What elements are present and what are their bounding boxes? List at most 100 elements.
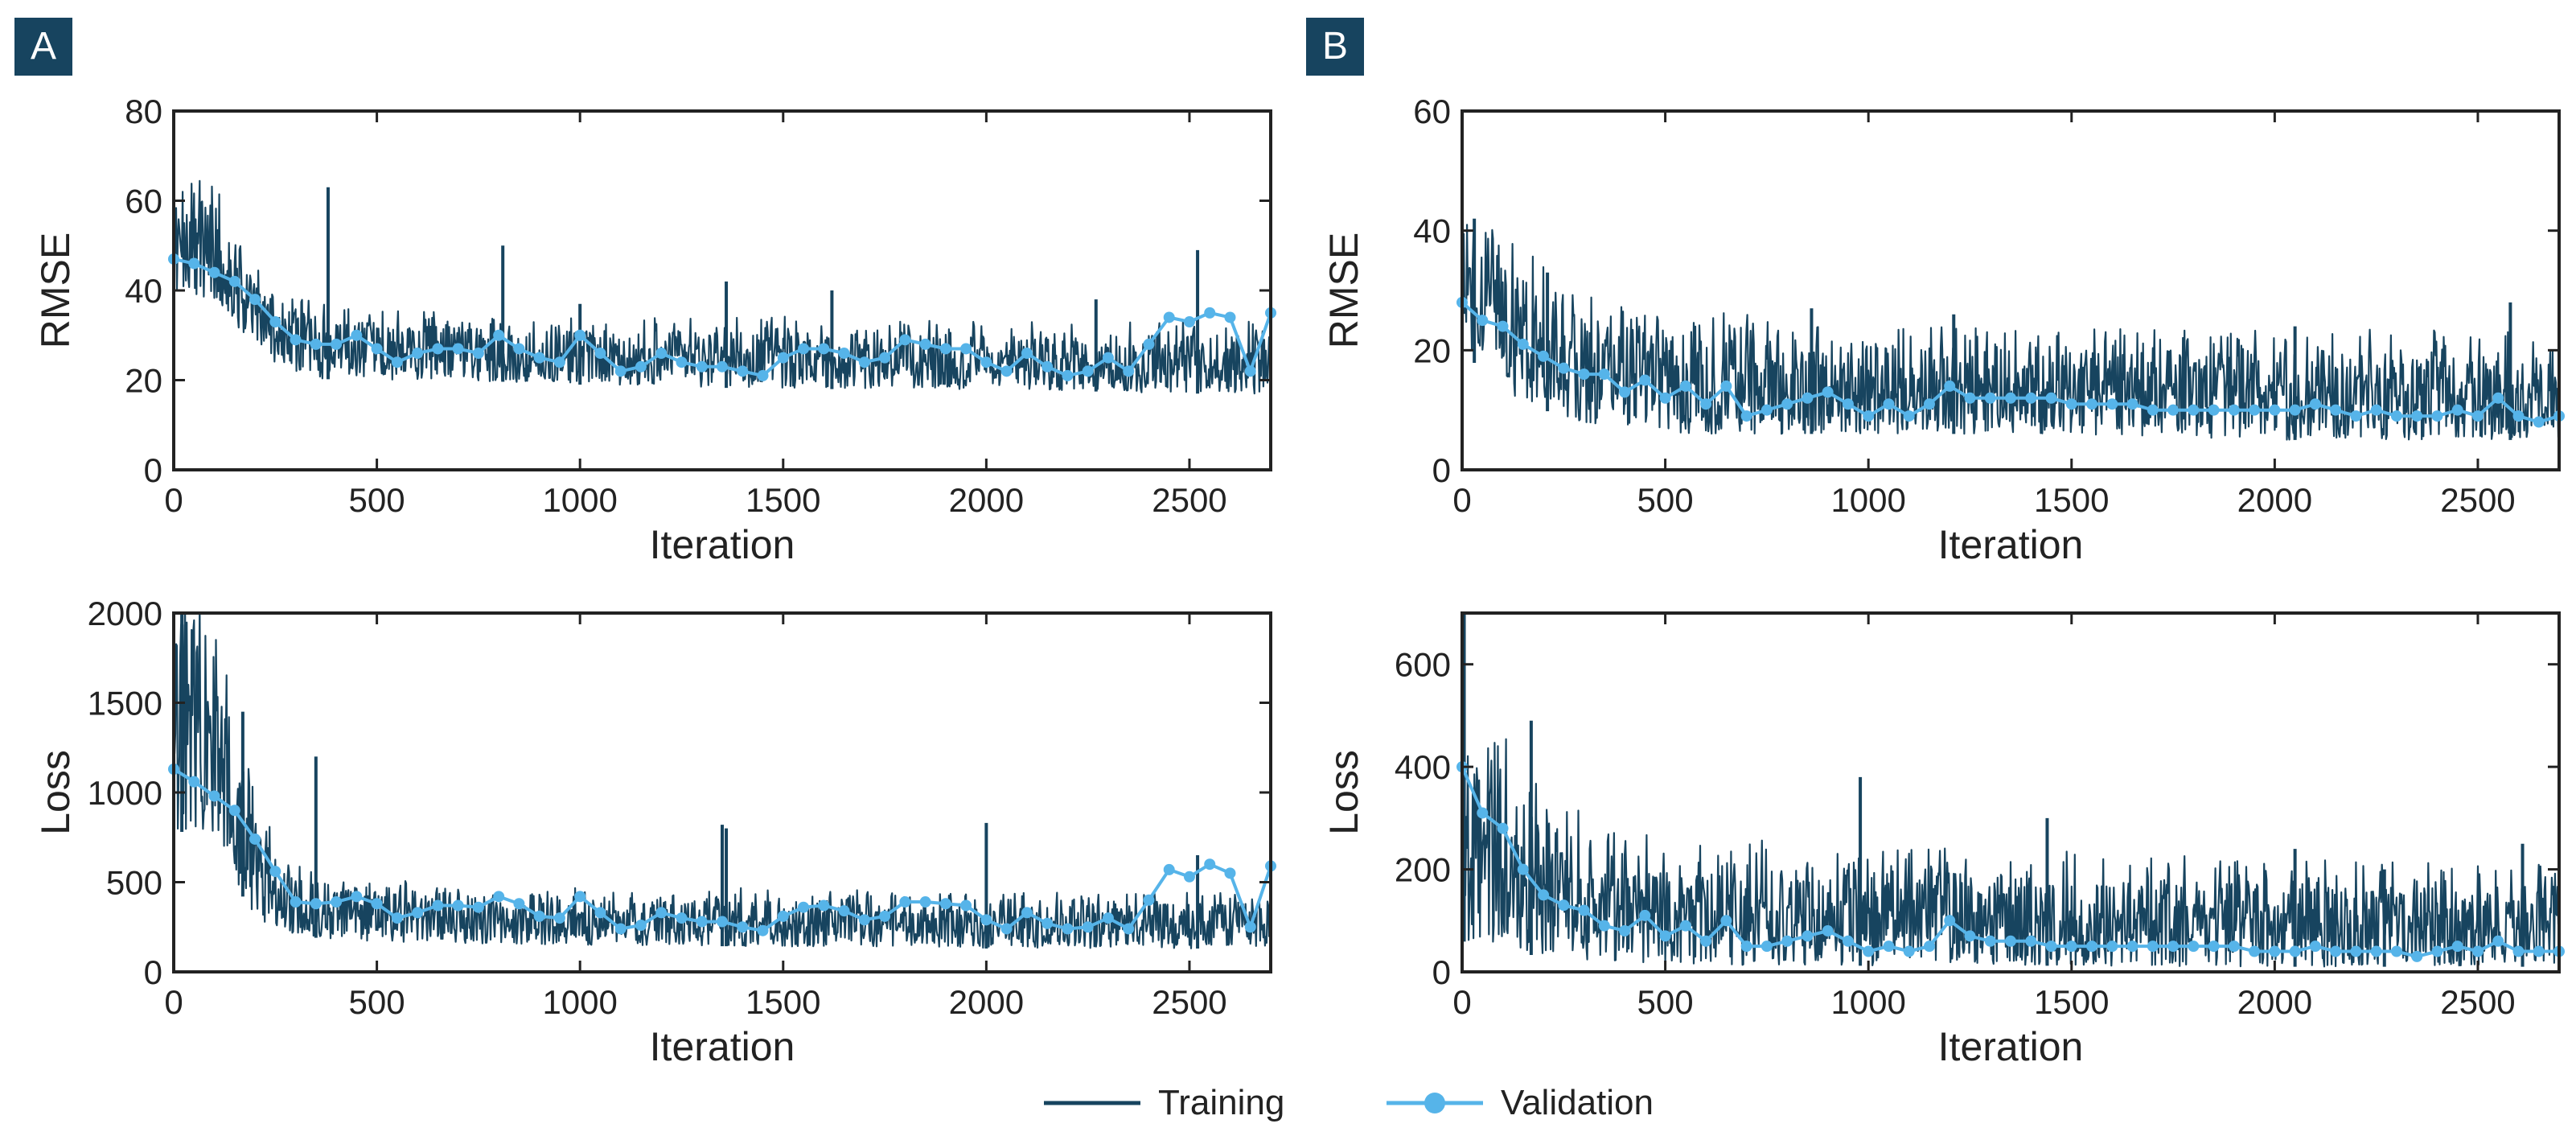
validation-point <box>1619 386 1631 398</box>
validation-point <box>838 905 850 917</box>
validation-point <box>290 896 302 908</box>
validation-point <box>696 916 708 928</box>
validation-point <box>879 352 891 364</box>
validation-point <box>574 891 586 903</box>
validation-point <box>553 912 565 924</box>
validation-point <box>2167 404 2180 416</box>
validation-point <box>2025 935 2037 947</box>
y-tick-label: 600 <box>1395 646 1451 684</box>
validation-point <box>757 369 769 381</box>
legend-validation-marker <box>1424 1093 1445 1113</box>
validation-point <box>208 266 220 278</box>
validation-point <box>1244 921 1256 933</box>
y-tick-label: 80 <box>125 93 162 130</box>
validation-point <box>2431 945 2443 957</box>
validation-point <box>269 866 281 878</box>
validation-point <box>2350 410 2362 422</box>
validation-point <box>2228 940 2240 953</box>
validation-point <box>2045 392 2057 404</box>
validation-point <box>1598 920 1610 932</box>
validation-point <box>879 910 891 922</box>
validation-point <box>1517 863 1529 875</box>
validation-point <box>249 294 261 306</box>
plot-area-A-loss <box>174 613 1271 949</box>
validation-point <box>310 338 322 350</box>
legend-item-training: Training <box>1044 1070 1284 1136</box>
validation-point <box>2289 404 2301 416</box>
validation-point <box>228 805 240 817</box>
validation-point <box>1041 917 1054 929</box>
validation-point <box>1062 923 1074 935</box>
validation-point <box>2309 940 2321 953</box>
validation-point <box>2126 398 2138 410</box>
validation-point <box>533 910 545 922</box>
validation-point <box>1143 894 1155 906</box>
validation-point <box>2269 404 2281 416</box>
x-tick-label: 2500 <box>2440 481 2515 519</box>
validation-point <box>2086 398 2098 410</box>
validation-point <box>655 348 668 360</box>
y-tick-label: 400 <box>1395 748 1451 786</box>
validation-point <box>2431 410 2443 422</box>
validation-point <box>2533 945 2545 957</box>
x-tick-label: 0 <box>164 481 183 519</box>
validation-point <box>2471 945 2484 957</box>
validation-point <box>1984 935 1996 947</box>
validation-point <box>2370 404 2382 416</box>
validation-point <box>2350 945 2362 957</box>
validation-point <box>1000 365 1013 377</box>
validation-point <box>412 907 424 919</box>
x-tick-label: 1500 <box>746 481 820 519</box>
y-tick-label: 0 <box>1432 451 1451 489</box>
validation-point <box>1477 807 1489 819</box>
validation-point <box>939 343 951 355</box>
x-tick-label: 500 <box>1637 983 1694 1021</box>
validation-point <box>2330 404 2342 416</box>
validation-point <box>919 896 931 908</box>
validation-point <box>1781 935 1793 947</box>
y-tick-label: 0 <box>1432 953 1451 991</box>
validation-point <box>188 776 200 788</box>
validation-point <box>1204 858 1216 871</box>
validation-point <box>2065 398 2077 410</box>
validation-point <box>1558 899 1570 912</box>
validation-point <box>1659 930 1671 942</box>
validation-point <box>553 356 565 368</box>
validation-point <box>614 365 627 377</box>
panel-label-b: B <box>1306 18 1364 76</box>
validation-point <box>1700 935 1712 947</box>
validation-point <box>1802 392 1814 404</box>
validation-point <box>899 334 911 346</box>
validation-point <box>858 914 870 926</box>
validation-point <box>1781 398 1793 410</box>
training-line-B-rmse <box>1462 223 2559 441</box>
validation-point <box>594 907 606 919</box>
panel-label-a: A <box>14 18 72 76</box>
validation-point <box>391 356 403 368</box>
validation-point <box>2411 950 2423 962</box>
x-tick-label: 1500 <box>2034 983 2109 1021</box>
y-axis-label: RMSE <box>33 233 78 348</box>
validation-point <box>1639 909 1651 921</box>
y-tick-label: 60 <box>125 183 162 220</box>
validation-point <box>777 910 789 922</box>
validation-point <box>1740 410 1752 422</box>
validation-point <box>980 914 992 926</box>
x-tick-label: 1500 <box>2034 481 2109 519</box>
validation-point <box>2451 404 2463 416</box>
y-tick-label: 1000 <box>88 774 162 812</box>
validation-point <box>1143 338 1155 350</box>
validation-point <box>676 912 688 924</box>
validation-point <box>737 365 749 377</box>
validation-point <box>1679 380 1691 392</box>
validation-point <box>696 360 708 372</box>
y-tick-label: 2000 <box>88 595 162 632</box>
validation-point <box>1244 365 1256 377</box>
validation-point <box>269 316 281 328</box>
x-axis-label: Iteration <box>1938 1024 2084 1069</box>
x-tick-label: 2500 <box>1152 983 1226 1021</box>
validation-point <box>1923 398 1935 410</box>
legend: Training Validation <box>0 1070 2576 1136</box>
validation-point <box>1497 822 1509 834</box>
